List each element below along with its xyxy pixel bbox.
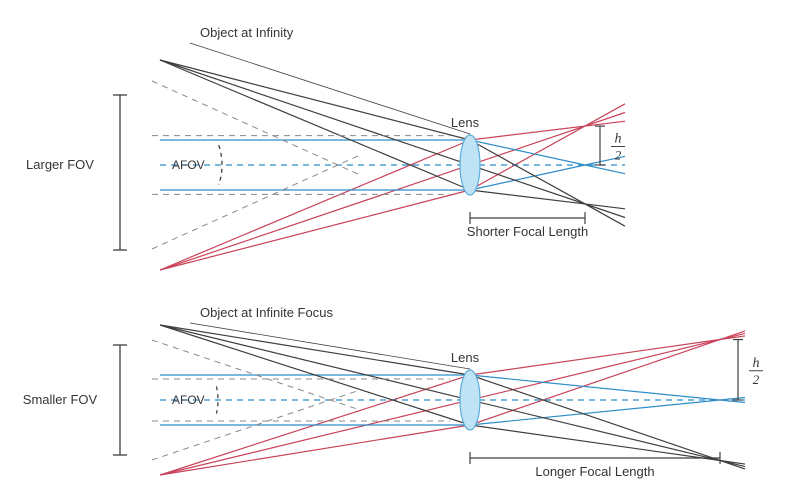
h-numerator: h <box>753 356 760 371</box>
fov-label: Larger FOV <box>26 157 94 172</box>
title-label: Object at Infinite Focus <box>200 305 333 320</box>
fov-label: Smaller FOV <box>23 392 98 407</box>
focal-label: Longer Focal Length <box>535 464 654 479</box>
h-denominator: 2 <box>615 148 622 163</box>
focal-label: Shorter Focal Length <box>467 224 588 239</box>
lens <box>460 370 480 430</box>
afov-label: AFOV <box>172 393 205 407</box>
lens-label: Lens <box>451 350 480 365</box>
h-numerator: h <box>615 132 622 147</box>
lens <box>460 135 480 195</box>
afov-label: AFOV <box>172 158 205 172</box>
optics-fov-diagram: Larger FOV Object at Infinity AFOV Lens Shor… <box>0 0 800 500</box>
title-label: Object at Infinity <box>200 25 294 40</box>
h-denominator: 2 <box>753 372 760 387</box>
lens-label: Lens <box>451 115 480 130</box>
